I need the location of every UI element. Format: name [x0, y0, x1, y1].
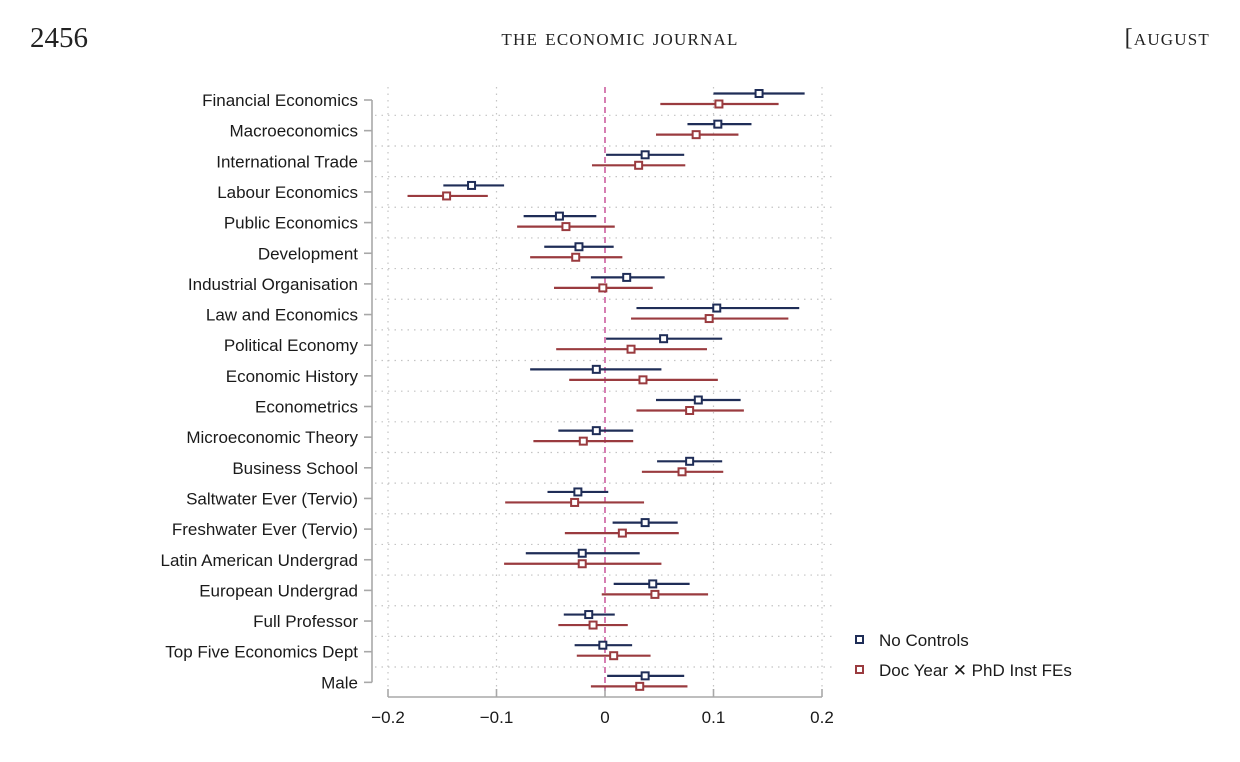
journal-title: the economic journal [501, 25, 739, 51]
point-estimate [598, 283, 608, 293]
point-estimate [677, 467, 687, 477]
point-estimate [588, 620, 598, 630]
y-tick-label: Economic History [226, 367, 359, 386]
point-estimate [561, 222, 571, 232]
point-estimate [554, 211, 564, 221]
y-tick-label: Freshwater Ever (Tervio) [172, 520, 358, 539]
point-estimate [648, 579, 658, 589]
issue-month: [august [1124, 25, 1210, 51]
point-estimate [713, 119, 723, 129]
point-estimate [685, 456, 695, 466]
y-axis: Financial Economics Macroeconomics Interna… [160, 91, 373, 692]
y-tick-label: Political Economy [224, 336, 359, 355]
point-estimate [622, 272, 632, 282]
legend-marker-fes [855, 665, 864, 674]
point-estimate [442, 191, 452, 201]
x-tick-label: 0.2 [810, 708, 834, 727]
point-estimate [577, 559, 587, 569]
y-tick-label: Saltwater Ever (Tervio) [186, 489, 358, 508]
point-estimate [598, 640, 608, 650]
point-estimate [704, 314, 714, 324]
y-tick-label: Macroeconomics [230, 122, 359, 141]
y-tick-label: Top Five Economics Dept [165, 643, 358, 662]
point-estimate [591, 364, 601, 374]
legend-marker-no-controls [855, 635, 864, 644]
point-estimate [635, 681, 645, 691]
point-estimate [634, 160, 644, 170]
x-tick-label: −0.1 [480, 708, 514, 727]
page-number: 2456 [30, 22, 88, 54]
point-estimate [467, 180, 477, 190]
point-estimate [712, 303, 722, 313]
point-estimate [591, 426, 601, 436]
y-tick-label: International Trade [216, 152, 358, 171]
y-tick-label: Development [258, 244, 358, 263]
point-estimate [573, 487, 583, 497]
x-tick-label: 0.1 [702, 708, 726, 727]
y-tick-label: Latin American Undergrad [160, 551, 358, 570]
point-estimate [714, 99, 724, 109]
y-tick-label: Male [321, 673, 358, 692]
point-estimate [693, 395, 703, 405]
y-tick-label: Labour Economics [217, 183, 358, 202]
legend-label-no-controls: No Controls [879, 631, 969, 650]
point-estimate [578, 436, 588, 446]
y-tick-label: Business School [232, 459, 358, 478]
y-tick-label: Public Economics [224, 214, 358, 233]
point-estimate [577, 548, 587, 558]
point-estimate [640, 150, 650, 160]
point-estimate [584, 610, 594, 620]
point-estimate [691, 130, 701, 140]
point-estimate [640, 518, 650, 528]
y-tick-label: European Undergrad [199, 581, 358, 600]
point-estimate [617, 528, 627, 538]
point-estimate [571, 252, 581, 262]
point-estimate [638, 375, 648, 385]
coefficient-marks [407, 89, 805, 691]
running-header: 2456 the economic journal [august [0, 22, 1240, 62]
point-estimate [570, 497, 580, 507]
legend-label-fes: Doc Year ✕ PhD Inst FEs [879, 661, 1072, 680]
y-tick-label: Econometrics [255, 398, 358, 417]
point-estimate [640, 671, 650, 681]
point-estimate [574, 242, 584, 252]
x-axis: −0.2 −0.1 0 0.1 0.2 [371, 689, 834, 727]
y-tick-label: Full Professor [253, 612, 358, 631]
point-estimate [609, 651, 619, 661]
point-estimate [650, 589, 660, 599]
point-estimate [754, 89, 764, 98]
x-tick-label: −0.2 [371, 708, 405, 727]
y-tick-label: Financial Economics [202, 91, 358, 110]
y-tick-label: Law and Economics [206, 306, 358, 325]
point-estimate [659, 334, 669, 344]
legend: No Controls Doc Year ✕ PhD Inst FEs [855, 631, 1072, 680]
y-tick-label: Microeconomic Theory [186, 428, 358, 447]
point-estimate [626, 344, 636, 354]
y-tick-label: Industrial Organisation [188, 275, 358, 294]
point-estimate [685, 406, 695, 415]
x-tick-label: 0 [600, 708, 609, 727]
